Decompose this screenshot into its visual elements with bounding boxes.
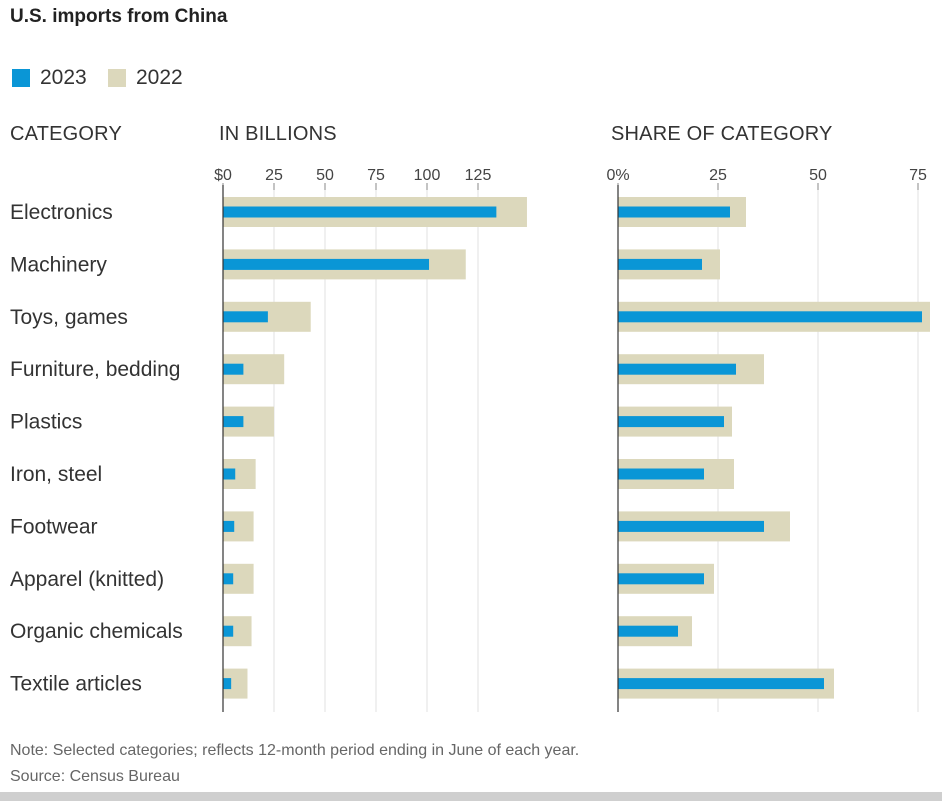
legend-label-2022: 2022 [136, 66, 183, 89]
billions-header: IN BILLIONS [219, 123, 337, 145]
billions-bar-2023 [223, 258, 430, 270]
share-bar-2023 [618, 625, 678, 637]
share-tick-label: 0% [606, 167, 629, 184]
share-tick-label: 50 [809, 167, 827, 184]
share-bar-2023 [618, 363, 736, 375]
category-label: Furniture, bedding [10, 358, 180, 381]
share-header: SHARE OF CATEGORY [611, 123, 833, 145]
share-bar-2023 [618, 206, 730, 218]
billions-bar-2023 [223, 311, 268, 323]
share-bar-2023 [618, 416, 724, 428]
category-label: Apparel (knitted) [10, 568, 164, 591]
share-bar-2023 [618, 258, 702, 270]
bottom-bar [0, 792, 942, 801]
billions-bar-2023 [223, 520, 235, 532]
category-label: Organic chemicals [10, 620, 183, 643]
category-label: Machinery [10, 253, 107, 276]
billions-tick-label: 75 [367, 167, 385, 184]
share-tick-label: 25 [709, 167, 727, 184]
billions-bar-2023 [223, 468, 236, 480]
share-bar-2023 [618, 468, 704, 480]
billions-bar-2023 [223, 573, 234, 585]
billions-tick-label: 50 [316, 167, 334, 184]
share-bar-2023 [618, 311, 922, 323]
billions-bar-2023 [223, 678, 232, 690]
share-tick-label: 75 [909, 167, 927, 184]
billions-tick-label: 25 [265, 167, 283, 184]
category-label: Textile articles [10, 673, 142, 696]
category-label: Footwear [10, 515, 98, 538]
category-label: Iron, steel [10, 463, 102, 486]
share-bar-2023 [618, 678, 824, 690]
source-text: Source: Census Bureau [10, 768, 180, 785]
legend-swatch-2023 [12, 69, 30, 87]
billions-bar-2023 [223, 416, 244, 428]
billions-bar-2023 [223, 363, 244, 375]
share-bar-2023 [618, 573, 704, 585]
legend-swatch-2022 [108, 69, 126, 87]
bar-charts: Electronics Machinery Toys, games Furniture… [10, 167, 930, 712]
share-bar-2023 [618, 520, 764, 532]
category-header: CATEGORY [10, 123, 122, 145]
billions-bar-2023 [223, 625, 234, 637]
category-label: Toys, games [10, 306, 128, 329]
billions-tick-label: 100 [414, 167, 441, 184]
category-label: Electronics [10, 201, 113, 224]
chart-title: U.S. imports from China [10, 6, 228, 27]
billions-tick-label: 125 [465, 167, 492, 184]
billions-tick-label: $0 [214, 167, 232, 184]
note-text: Note: Selected categories; reflects 12-m… [10, 742, 580, 759]
category-label: Plastics [10, 411, 82, 434]
legend-label-2023: 2023 [40, 66, 87, 89]
billions-bar-2023 [223, 206, 497, 218]
